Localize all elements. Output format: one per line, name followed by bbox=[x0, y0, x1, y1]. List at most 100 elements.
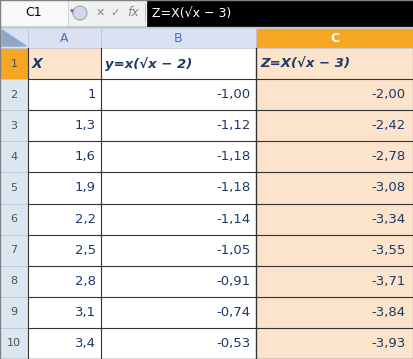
Bar bbox=[0, 328, 28, 359]
Bar bbox=[28, 79, 101, 110]
Text: 3,1: 3,1 bbox=[75, 306, 96, 319]
Text: 5: 5 bbox=[10, 183, 17, 193]
Text: -1,14: -1,14 bbox=[216, 213, 250, 225]
Text: -3,84: -3,84 bbox=[371, 306, 405, 319]
Text: C1: C1 bbox=[26, 6, 42, 19]
Ellipse shape bbox=[73, 6, 87, 20]
Bar bbox=[28, 172, 101, 204]
Bar bbox=[101, 266, 255, 297]
Bar bbox=[101, 110, 255, 141]
Bar bbox=[255, 79, 413, 110]
Bar bbox=[145, 3, 146, 23]
Bar bbox=[101, 234, 255, 266]
Bar bbox=[255, 204, 413, 234]
Bar bbox=[101, 141, 255, 172]
Text: -1,18: -1,18 bbox=[216, 150, 250, 163]
Text: fx: fx bbox=[127, 6, 138, 19]
Text: 2,2: 2,2 bbox=[75, 213, 96, 225]
Bar bbox=[28, 234, 101, 266]
Text: Z=X(√x − 3): Z=X(√x − 3) bbox=[259, 57, 349, 70]
Bar bbox=[0, 26, 413, 28]
Bar bbox=[255, 328, 413, 359]
Bar bbox=[255, 110, 413, 141]
Bar bbox=[0, 204, 28, 234]
Polygon shape bbox=[71, 10, 79, 16]
Bar bbox=[28, 266, 101, 297]
Bar bbox=[0, 297, 28, 328]
Bar bbox=[255, 172, 413, 204]
Text: 8: 8 bbox=[10, 276, 17, 286]
Text: 9: 9 bbox=[10, 307, 17, 317]
Text: 1,6: 1,6 bbox=[75, 150, 96, 163]
Bar bbox=[101, 48, 255, 79]
Text: -1,18: -1,18 bbox=[216, 181, 250, 195]
Text: A: A bbox=[60, 32, 69, 45]
Text: -0,91: -0,91 bbox=[216, 275, 250, 288]
Text: -0,53: -0,53 bbox=[216, 337, 250, 350]
Text: 3,4: 3,4 bbox=[75, 337, 96, 350]
Text: 7: 7 bbox=[10, 245, 17, 255]
Bar bbox=[0, 234, 28, 266]
Text: -2,00: -2,00 bbox=[371, 88, 405, 101]
Bar bbox=[0, 110, 28, 141]
Text: -3,08: -3,08 bbox=[371, 181, 405, 195]
Bar bbox=[0, 79, 28, 110]
Text: -3,71: -3,71 bbox=[371, 275, 405, 288]
Text: C: C bbox=[330, 32, 339, 45]
Bar bbox=[101, 172, 255, 204]
Text: -1,00: -1,00 bbox=[216, 88, 250, 101]
Text: B: B bbox=[174, 32, 183, 45]
Bar bbox=[0, 48, 28, 79]
Text: 10: 10 bbox=[7, 339, 21, 349]
Text: ✓: ✓ bbox=[110, 8, 119, 18]
Bar bbox=[255, 28, 413, 48]
Bar bbox=[101, 28, 255, 48]
Text: 2,5: 2,5 bbox=[75, 244, 96, 257]
Text: 2: 2 bbox=[10, 90, 17, 100]
Text: 1,9: 1,9 bbox=[75, 181, 96, 195]
Bar bbox=[28, 297, 101, 328]
Text: ✕: ✕ bbox=[95, 8, 104, 18]
Polygon shape bbox=[2, 30, 26, 46]
Text: 1: 1 bbox=[87, 88, 96, 101]
Bar bbox=[255, 48, 413, 79]
Text: -2,42: -2,42 bbox=[371, 119, 405, 132]
Text: -3,93: -3,93 bbox=[371, 337, 405, 350]
Text: 3: 3 bbox=[10, 121, 17, 131]
Bar bbox=[28, 141, 101, 172]
Text: 1: 1 bbox=[10, 59, 17, 69]
Text: y=x(√x − 2): y=x(√x − 2) bbox=[105, 57, 192, 70]
Bar bbox=[101, 328, 255, 359]
Text: Z=X(√x − 3): Z=X(√x − 3) bbox=[152, 6, 231, 19]
Bar bbox=[101, 297, 255, 328]
Text: -3,34: -3,34 bbox=[371, 213, 405, 225]
Text: -1,05: -1,05 bbox=[216, 244, 250, 257]
Bar bbox=[255, 266, 413, 297]
Bar bbox=[28, 48, 101, 79]
Bar bbox=[255, 297, 413, 328]
Bar bbox=[0, 0, 413, 26]
Bar bbox=[101, 79, 255, 110]
Text: 1,3: 1,3 bbox=[75, 119, 96, 132]
Bar bbox=[0, 28, 28, 48]
Bar bbox=[0, 266, 28, 297]
Bar bbox=[0, 141, 28, 172]
Text: 2,8: 2,8 bbox=[75, 275, 96, 288]
Bar bbox=[0, 0, 68, 26]
Text: -0,74: -0,74 bbox=[216, 306, 250, 319]
Bar bbox=[28, 28, 101, 48]
Bar bbox=[147, 0, 413, 26]
Text: X: X bbox=[32, 57, 43, 71]
Bar bbox=[255, 234, 413, 266]
Text: 6: 6 bbox=[10, 214, 17, 224]
Bar bbox=[28, 204, 101, 234]
Bar bbox=[28, 110, 101, 141]
Bar bbox=[255, 141, 413, 172]
Text: -1,12: -1,12 bbox=[216, 119, 250, 132]
Bar bbox=[28, 328, 101, 359]
Text: -2,78: -2,78 bbox=[371, 150, 405, 163]
Bar bbox=[0, 172, 28, 204]
Bar bbox=[101, 204, 255, 234]
Text: 4: 4 bbox=[10, 152, 17, 162]
Text: -3,55: -3,55 bbox=[371, 244, 405, 257]
